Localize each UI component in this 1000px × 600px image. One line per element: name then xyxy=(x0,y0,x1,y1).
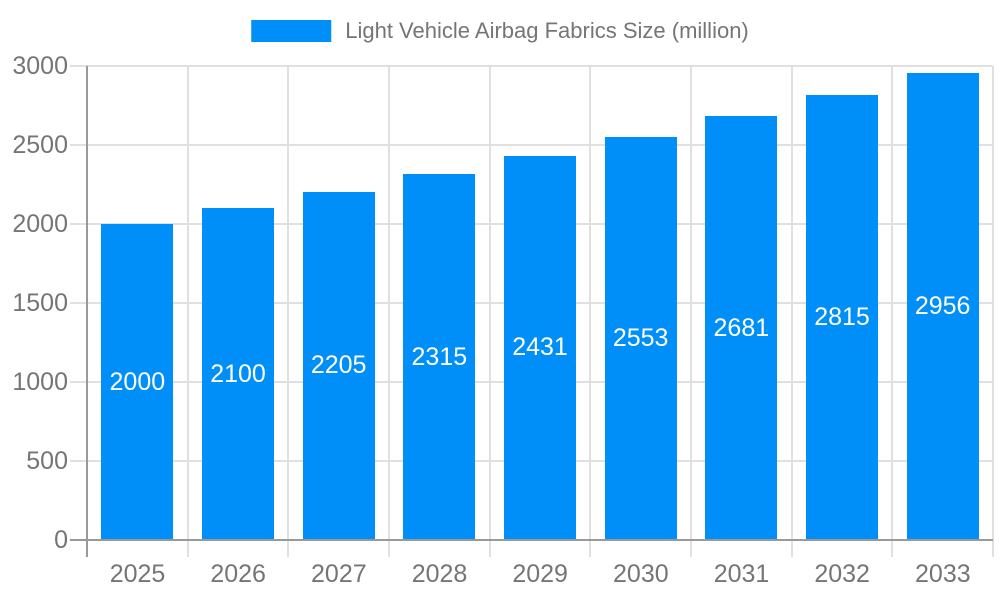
x-axis-tick-label: 2027 xyxy=(311,560,367,588)
bar-value-label: 2315 xyxy=(411,342,468,371)
x-axis-tick-label: 2028 xyxy=(411,560,468,588)
v-gridline xyxy=(488,66,491,557)
y-axis-tick-label: 1000 xyxy=(12,368,68,396)
x-axis-tick-label: 2029 xyxy=(512,560,568,588)
v-gridline xyxy=(589,66,592,557)
bar-value-label: 2956 xyxy=(914,291,971,320)
y-axis-tick-label: 2500 xyxy=(12,131,68,159)
bar[interactable]: 2100 xyxy=(202,208,274,540)
x-axis-tick-label: 2033 xyxy=(915,560,971,588)
h-gridline xyxy=(70,65,993,67)
x-axis-line xyxy=(70,539,993,541)
v-gridline xyxy=(790,66,793,557)
v-gridline xyxy=(992,66,994,557)
h-gridline xyxy=(70,144,993,146)
bar[interactable]: 2205 xyxy=(302,191,375,540)
y-axis-tick-label: 500 xyxy=(26,447,68,475)
v-gridline xyxy=(388,66,390,557)
bar-value-label: 2205 xyxy=(310,351,367,380)
bar-value-label: 2553 xyxy=(612,323,669,352)
v-gridline xyxy=(287,66,290,557)
x-axis-tick-label: 2030 xyxy=(613,560,669,588)
v-gridline xyxy=(690,66,692,557)
plot-area: 2000 2100 2205 2315 2431 2553 2681 2815 2956 xyxy=(70,65,994,557)
bar-value-label: 2100 xyxy=(210,359,266,388)
legend[interactable]: Light Vehicle Airbag Fabrics Size (milli… xyxy=(251,18,749,44)
y-axis-tick-label: 1500 xyxy=(12,289,68,317)
bar-value-label: 2815 xyxy=(814,303,870,332)
bar[interactable]: 2000 xyxy=(101,224,174,540)
bar[interactable]: 2553 xyxy=(604,136,677,540)
bar[interactable]: 2815 xyxy=(806,95,878,540)
y-axis-tick-label: 2000 xyxy=(12,210,68,238)
v-gridline xyxy=(891,66,894,557)
bar-value-label: 2431 xyxy=(512,333,568,362)
x-axis-tick-label: 2032 xyxy=(814,560,870,588)
x-axis-tick-label: 2025 xyxy=(109,560,166,588)
bar[interactable]: 2431 xyxy=(504,155,576,540)
bar[interactable]: 2315 xyxy=(403,174,476,540)
y-axis-tick-label: 3000 xyxy=(12,52,68,80)
bar-value-label: 2000 xyxy=(109,367,166,396)
bar[interactable]: 2681 xyxy=(705,116,778,540)
y-axis-line xyxy=(86,66,88,557)
bar-value-label: 2681 xyxy=(713,313,770,342)
legend-marker xyxy=(251,20,332,42)
bar[interactable]: 2956 xyxy=(906,72,979,540)
v-gridline xyxy=(186,66,189,557)
legend-label: Light Vehicle Airbag Fabrics Size (milli… xyxy=(345,18,749,43)
y-axis-tick-label: 0 xyxy=(54,526,68,554)
x-axis-tick-label: 2031 xyxy=(713,560,770,588)
x-axis-tick-label: 2026 xyxy=(210,560,266,588)
